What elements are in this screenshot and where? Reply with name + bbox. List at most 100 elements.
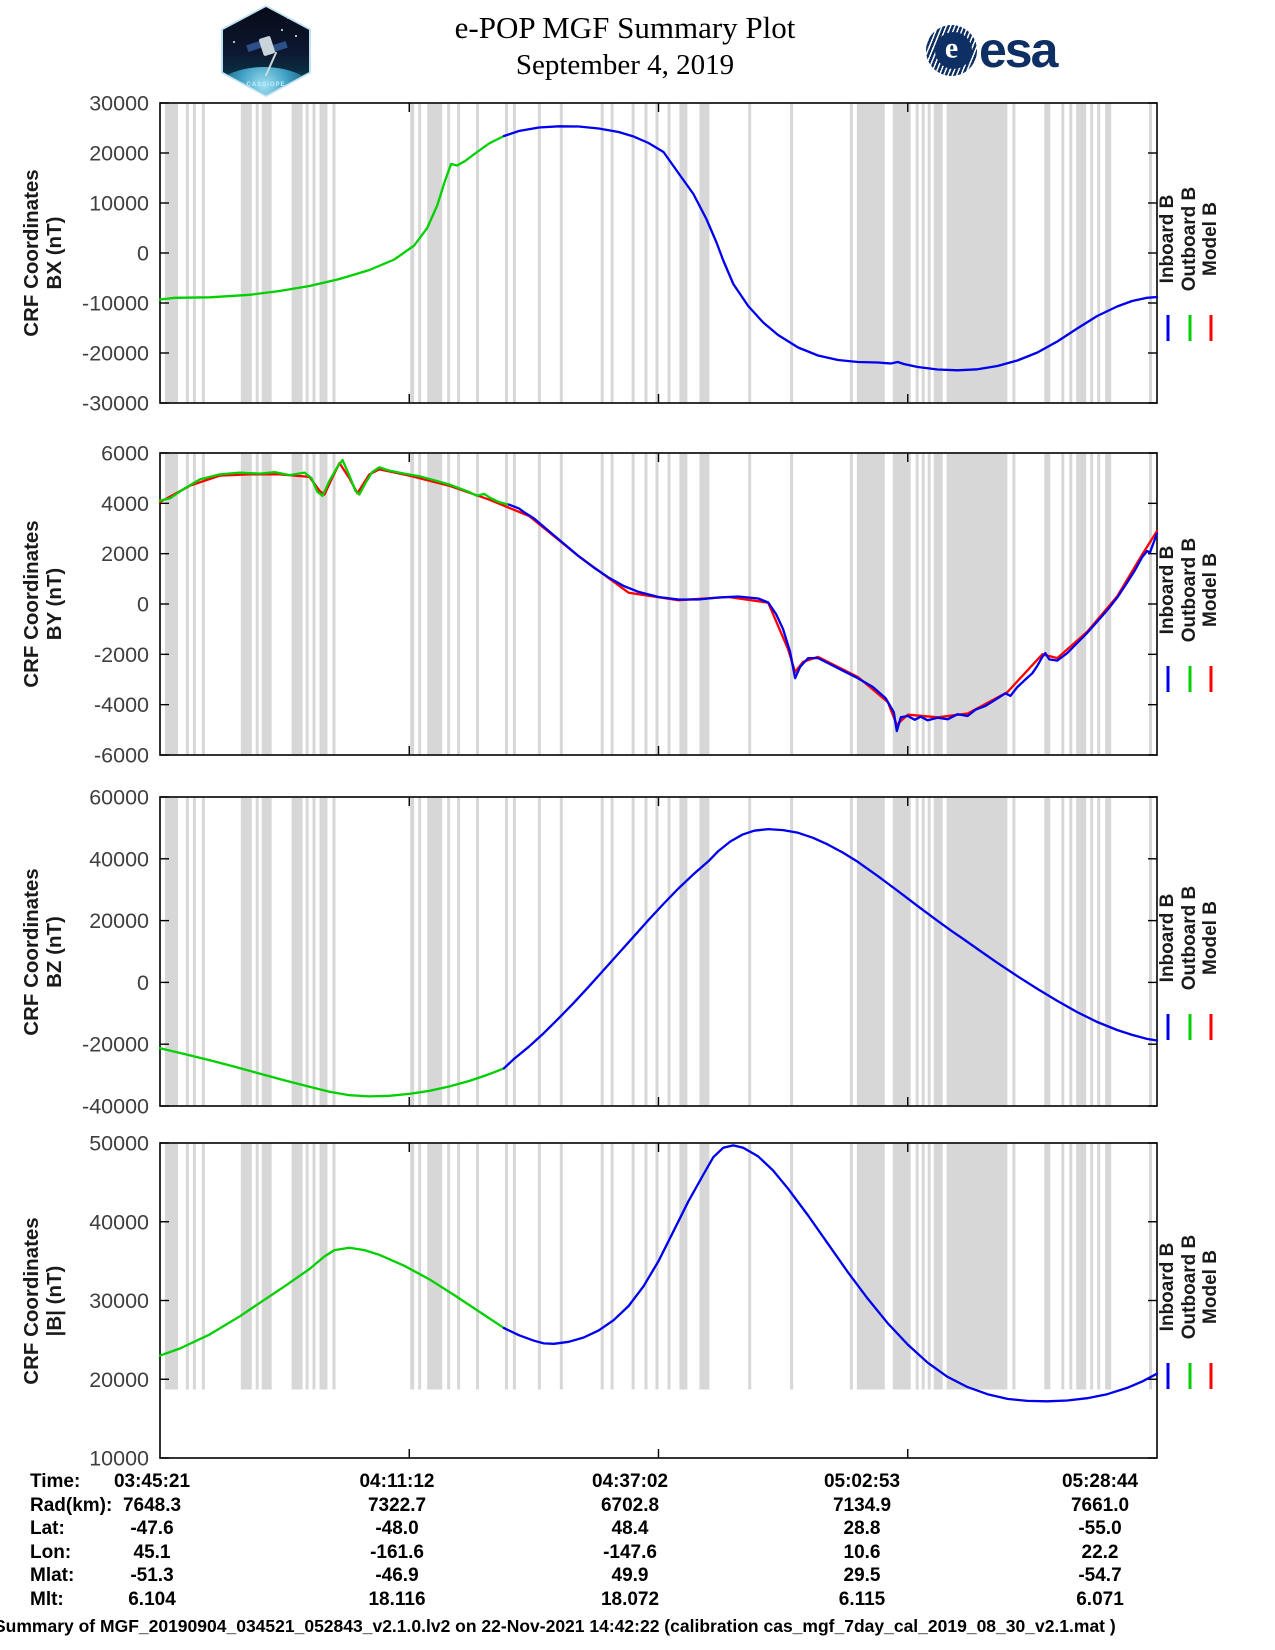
data-gap-band [165,103,178,403]
data-gap-band [332,103,336,403]
data-gap-band [240,453,252,755]
table-cell-time--col5: 05:28:44 [1061,1471,1139,1492]
table-row-label-lat-: Lat: [30,1518,65,1540]
data-gap-band [537,797,541,1106]
series-outboard-b-bz [158,1047,506,1098]
data-gap-band [921,453,925,755]
y-tick-label: -30000 [82,392,149,416]
y-tick-label: -20000 [82,342,149,366]
legend-marker-model-b-by [1209,666,1213,692]
data-gap-band [505,1143,508,1390]
data-gap-band [748,453,752,755]
data-gap-band [559,1143,563,1390]
data-gap-band [537,103,541,403]
data-gap-band [748,1143,752,1390]
data-gap-band [892,103,911,403]
legend-label-model-b-bz: Model B [1200,900,1221,975]
data-gap-band [655,103,659,403]
data-gap-band [1012,797,1016,1106]
star-icon [281,29,283,31]
data-gap-band [679,1143,688,1390]
y-tick-label: 40000 [89,847,149,871]
data-gap-band [255,453,259,755]
y-axis-label-line1: CRF Coordinates [20,867,43,1036]
data-gap-band [1105,1143,1112,1390]
table-cell-time--col4: 05:02:53 [823,1471,901,1492]
y-axis-label-line1: CRF Coordinates [20,1216,43,1385]
data-gap-band [427,1143,443,1390]
table-cell-lat--col2: -48.0 [375,1518,419,1540]
y-axis-label-by: CRF Coordinates BY (nT) [20,520,66,687]
data-gap-band [427,103,443,403]
data-gap-band [856,797,885,1106]
data-gap-band [856,453,885,755]
data-gap-band [667,797,671,1106]
table-cell-mlat--col3: 49.9 [611,1565,649,1587]
table-cell-mlt--col1: 6.104 [128,1589,176,1610]
data-gap-band [319,103,328,403]
data-gap-band [512,103,516,403]
data-gap-band [856,1143,885,1390]
data-gap-band [600,453,604,755]
data-gap-band [655,1143,659,1390]
data-gap-band [332,797,336,1106]
y-tick-label: 10000 [89,192,149,216]
table-cell-mlat--col4: 29.5 [843,1565,881,1587]
legend-marker-outboard-b-by [1188,666,1191,692]
table-cell-lon--col4: 10.6 [843,1541,881,1563]
table-cell-mlat--col2: -46.9 [375,1565,419,1587]
legend-marker-inboard-b-bmag [1166,1362,1170,1389]
data-gap-band [165,1143,178,1390]
data-gap-band [447,797,451,1106]
data-gap-band [1149,797,1152,1106]
data-gap-band [240,797,252,1106]
legend-marker-inboard-b-by [1166,666,1170,692]
y-axis-label-line2: |B| (nT) [43,1265,66,1336]
data-gap-band [892,453,911,755]
data-gap-band [505,797,508,1106]
table-cell-lon--col3: -147.6 [603,1541,657,1563]
data-gap-band [261,103,272,403]
panel-bz: 60000 40000 20000 0 -20000 -40000 [82,786,1159,1119]
data-gap-band [849,797,853,1106]
table-cell-mlt--col4: 6.115 [838,1589,886,1610]
legend-label-inboard-b-by: Inboard B [1157,545,1178,635]
page-subtitle-date: September 4, 2019 [515,49,735,81]
data-gap-band [1061,453,1065,755]
data-gap-band [667,453,671,755]
y-tick-label: 6000 [101,442,149,466]
esa-globe-icon: e [926,24,977,76]
data-gap-band [305,1143,309,1390]
data-gap-band [261,1143,272,1390]
legend-marker-outboard-b-bz [1188,1013,1191,1040]
data-gap-band [655,797,659,1106]
legend-marker-outboard-b-bx [1188,315,1191,341]
data-gap-band [915,1143,919,1390]
data-gap-band [946,453,1008,755]
data-gap-band [699,453,710,755]
y-tick-label: 0 [137,242,149,266]
data-gap-band [933,103,943,403]
legend-label-inboard-b-bmag: Inboard B [1157,1242,1178,1331]
data-gap-band [892,797,911,1106]
data-gap-band [201,1143,205,1390]
data-gap-band [418,797,422,1106]
table-row-label-rad-km-: Rad(km): [30,1494,113,1516]
table-cell-rad-km--col2: 7322.7 [367,1494,427,1516]
data-gap-band [915,103,919,403]
legend-label-inboard-b-bx: Inboard B [1157,194,1178,284]
table-cell-lat--col3: 48.4 [611,1518,649,1540]
cassiope-patch-label: CASSIOPE [246,82,286,88]
table-cell-rad-km--col1: 7648.3 [122,1494,182,1516]
data-gap-band [790,797,794,1106]
data-gap-band [1097,453,1101,755]
y-axis-label-line1: CRF Coordinates [20,520,43,688]
data-gap-band [319,797,328,1106]
data-gap-band [1105,797,1112,1106]
data-gap-band [312,453,316,755]
data-gap-band [255,1143,259,1390]
series-outboard-b-bmag [158,1246,506,1357]
data-gap-band [192,1143,196,1390]
data-gap-band [512,453,516,755]
legend-marker-outboard-b-bmag [1188,1362,1191,1389]
